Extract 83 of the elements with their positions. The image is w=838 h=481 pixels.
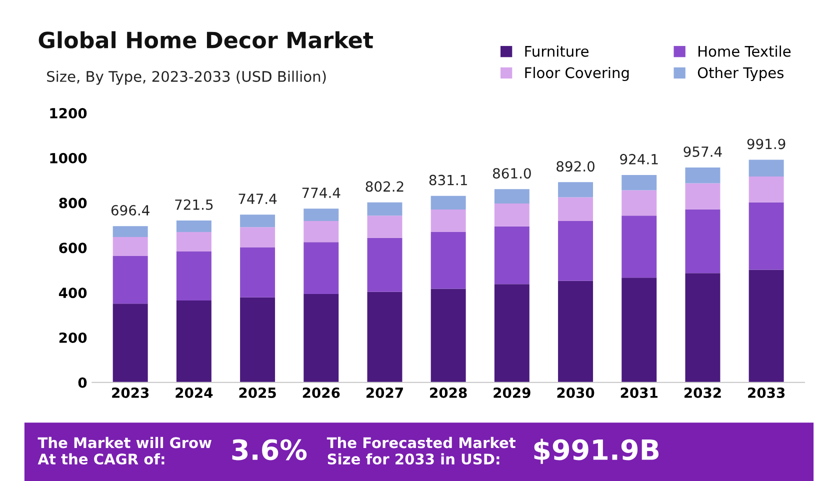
bar — [558, 221, 594, 281]
bar — [622, 190, 657, 216]
total-label: 696.4 — [111, 205, 150, 216]
bar — [240, 227, 276, 248]
y-tick-label: 200 — [59, 332, 87, 343]
bar — [494, 284, 530, 382]
bar — [367, 202, 402, 216]
bar — [112, 226, 148, 237]
bar — [685, 273, 720, 382]
bar — [430, 232, 466, 289]
bar — [685, 167, 720, 184]
bar — [494, 203, 530, 226]
y-tick-label: 1200 — [50, 108, 87, 119]
bar — [494, 189, 530, 204]
bar — [367, 238, 402, 292]
legend-label: Home Textile — [698, 46, 791, 57]
text: The Forecasted Market Size for 2033 in USD: — [326, 436, 516, 465]
bar — [622, 174, 657, 190]
text: 3.6% — [232, 439, 307, 460]
legend-label: Furniture — [525, 46, 589, 57]
x-tick-label: 2030 — [557, 388, 594, 398]
bar — [176, 251, 212, 300]
bar — [240, 247, 276, 298]
bar — [304, 221, 339, 242]
bar — [240, 297, 276, 382]
y-tick-label: 800 — [59, 198, 87, 208]
chart-title: Global Home Decor Market — [38, 31, 374, 48]
bar — [685, 183, 720, 210]
bar — [748, 202, 784, 270]
text: The Market will Grow At the CAGR of: — [38, 436, 212, 465]
x-tick-label: 2029 — [494, 388, 530, 398]
y-tick-label: 400 — [58, 288, 87, 298]
y-tick-label: 1000 — [50, 152, 87, 164]
total-label: 774.4 — [302, 188, 340, 198]
bar — [748, 176, 784, 202]
bar — [558, 280, 594, 382]
total-label: 802.2 — [366, 181, 404, 192]
bar — [558, 197, 594, 222]
x-tick-label: 2025 — [239, 388, 276, 398]
bar — [622, 216, 657, 278]
bar — [304, 294, 339, 382]
bar — [367, 216, 402, 238]
total-label: 831.1 — [429, 174, 467, 186]
bar — [430, 288, 466, 382]
x-tick-label: 2026 — [302, 388, 340, 398]
bar — [176, 300, 212, 382]
x-tick-label: 2023 — [112, 388, 149, 398]
total-label: 924.1 — [620, 154, 658, 164]
total-label: 721.5 — [175, 199, 213, 210]
x-tick-label: 2031 — [620, 388, 658, 398]
total-label: 747.4 — [238, 194, 277, 204]
bar — [304, 208, 339, 222]
text: $991.9B — [534, 438, 659, 464]
total-label: 861.0 — [492, 168, 531, 179]
y-tick-label: 600 — [59, 242, 87, 254]
bar — [112, 236, 148, 256]
bar — [685, 209, 720, 274]
x-tick-label: 2033 — [748, 388, 785, 398]
bar — [240, 214, 276, 228]
legend-label: Floor Covering — [525, 66, 629, 82]
x-tick-label: 2027 — [366, 388, 403, 398]
bar — [176, 220, 212, 232]
bar — [176, 232, 212, 252]
bar — [367, 292, 402, 382]
bar — [430, 196, 466, 210]
bar — [112, 304, 148, 382]
chart-subtitle: Size, By Type, 2023-2033 (USD Billion) — [47, 70, 326, 85]
x-tick-label: 2024 — [176, 388, 213, 398]
y-tick-label: 0 — [78, 377, 87, 388]
bar — [622, 278, 657, 382]
bar — [558, 182, 594, 198]
bar — [748, 270, 784, 382]
bar — [304, 242, 339, 294]
bar — [748, 160, 784, 177]
x-tick-label: 2032 — [684, 388, 721, 398]
bar — [430, 210, 466, 232]
bar — [112, 256, 148, 304]
legend-label: Other Types — [698, 66, 784, 82]
total-label: 991.9 — [747, 138, 786, 150]
total-label: 957.4 — [684, 146, 722, 157]
bar — [494, 226, 530, 284]
total-label: 892.0 — [556, 161, 594, 172]
x-tick-label: 2028 — [430, 388, 467, 398]
